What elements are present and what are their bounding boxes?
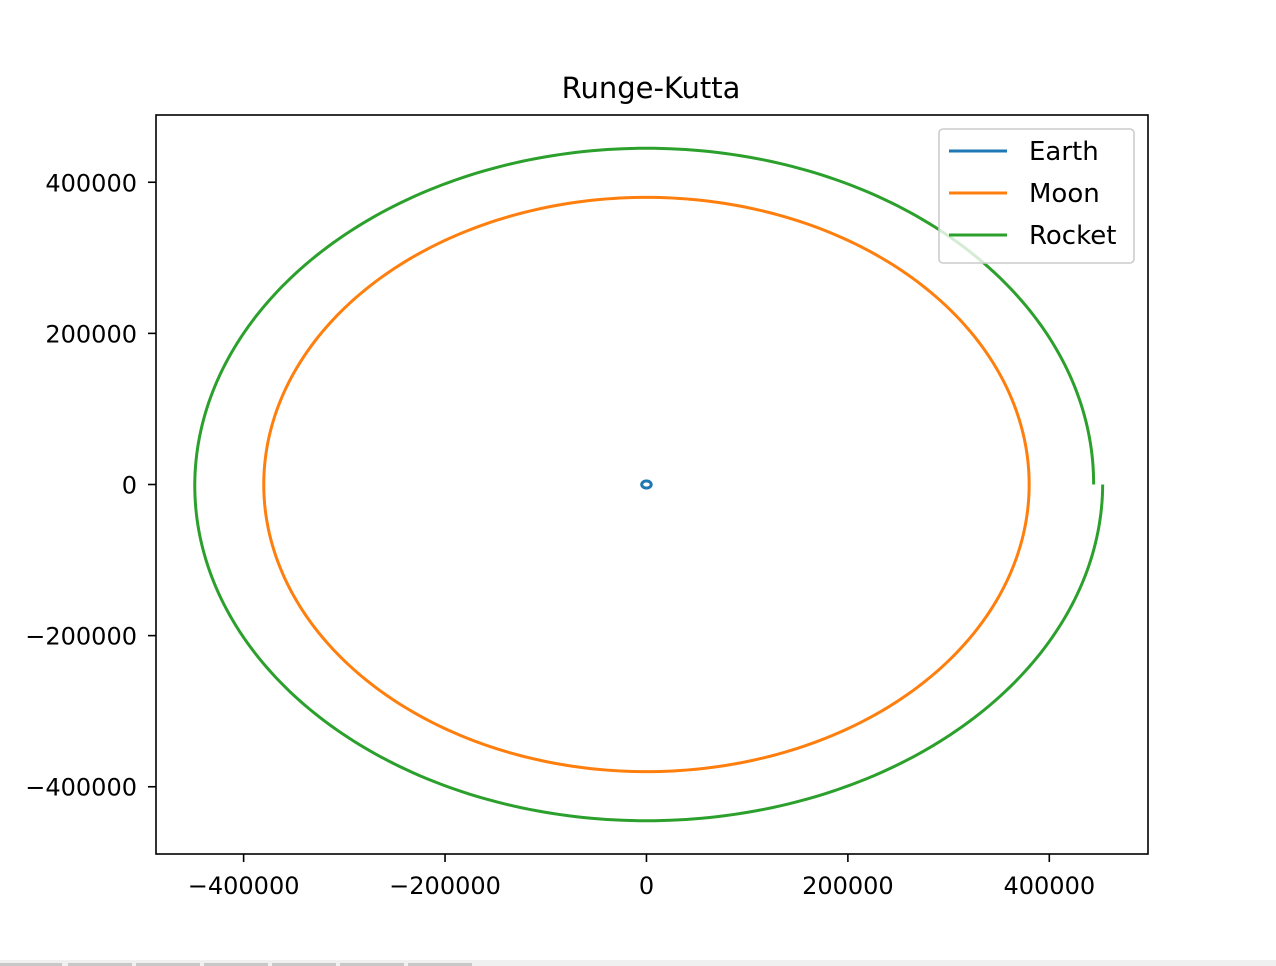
legend-label-rocket: Rocket <box>1029 221 1116 251</box>
series-line-earth <box>640 479 653 490</box>
strip-segment <box>272 963 336 966</box>
strip-segment <box>136 963 200 966</box>
x-tick-label: −400000 <box>188 872 300 900</box>
y-tick-label: −400000 <box>25 774 137 802</box>
legend: Earth Moon Rocket <box>938 128 1135 264</box>
x-tick-label: 400000 <box>1003 872 1095 900</box>
bottom-scroll-strip <box>0 960 1276 966</box>
strip-segment <box>204 963 268 966</box>
legend-label-earth: Earth <box>1029 137 1099 167</box>
series-line-moon <box>262 195 1031 774</box>
y-tick-label: −200000 <box>25 623 137 651</box>
series-layer <box>193 146 1105 823</box>
strip-segment <box>340 963 404 966</box>
y-axis: −400000 −200000 0 200000 400000 <box>25 169 156 802</box>
legend-box <box>938 128 1135 264</box>
y-tick-label: 200000 <box>45 320 137 348</box>
chart-title: Runge-Kutta <box>562 71 741 105</box>
x-tick-label: 0 <box>639 872 654 900</box>
legend-label-moon: Moon <box>1029 179 1100 209</box>
y-tick-label: 0 <box>122 472 137 500</box>
strip-segment <box>68 963 132 966</box>
x-tick-label: 200000 <box>802 872 894 900</box>
strip-segment <box>0 963 62 966</box>
series-line-rocket <box>193 146 1105 823</box>
x-tick-label: −200000 <box>389 872 501 900</box>
y-tick-label: 400000 <box>45 169 137 197</box>
strip-segment <box>408 963 472 966</box>
x-axis: −400000 −200000 0 200000 400000 <box>188 854 1095 900</box>
